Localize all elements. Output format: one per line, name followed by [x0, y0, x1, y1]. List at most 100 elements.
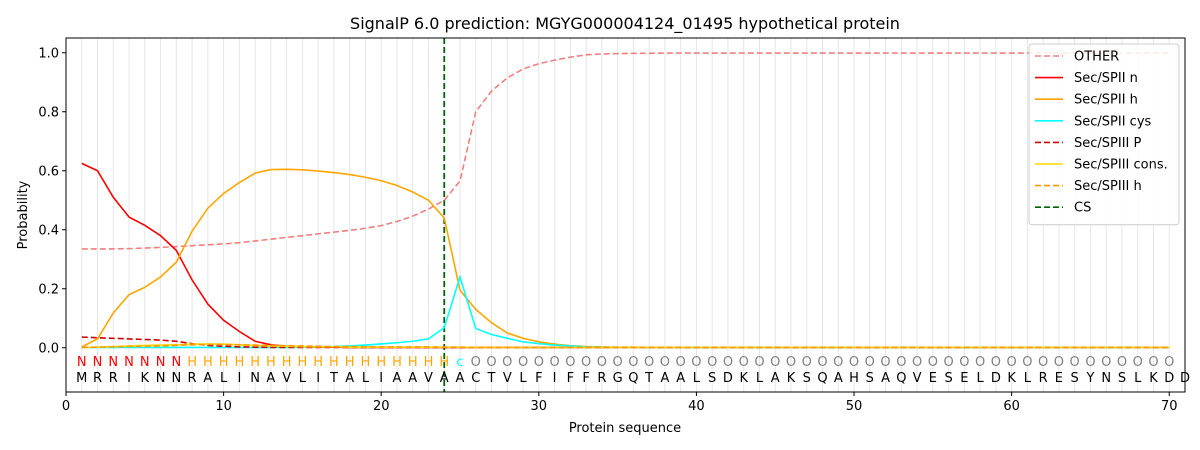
annotation-letter: H: [345, 355, 355, 370]
residue-letter: V: [913, 371, 922, 386]
annotation-letter: c: [456, 355, 463, 370]
residue-letter: R: [93, 371, 102, 386]
annotation-letter: O: [1022, 355, 1032, 370]
annotation-letter: H: [282, 355, 292, 370]
annotation-letter: H: [392, 355, 402, 370]
annotation-letter: O: [1054, 355, 1064, 370]
annotation-letter: O: [1133, 355, 1143, 370]
annotation-letter: H: [329, 355, 339, 370]
legend-box: [1028, 43, 1180, 226]
residue-letter: Y: [1085, 371, 1094, 386]
legend-label: OTHER: [1074, 50, 1119, 65]
annotation-letter: O: [471, 355, 481, 370]
annotation-letter: H: [298, 355, 308, 370]
residue-letter: M: [76, 371, 87, 386]
residue-letter: Q: [628, 371, 638, 386]
residue-letter: L: [1024, 371, 1032, 386]
series-line-sec-spii-cys: [81, 274, 1170, 349]
y-tick-label: 0.0: [38, 341, 59, 356]
annotation-letter: H: [313, 355, 323, 370]
residue-letter: K: [739, 371, 748, 386]
residue-letter: I: [379, 371, 383, 386]
x-tick-label: 20: [373, 399, 390, 414]
residue-letter: R: [597, 371, 606, 386]
residue-letter: K: [141, 371, 150, 386]
annotation-letter: O: [770, 355, 780, 370]
residue-letter: S: [708, 371, 716, 386]
residue-letter: S: [1118, 371, 1126, 386]
series-line-sec-spii-n: [81, 162, 1170, 349]
legend-label: CS: [1074, 201, 1091, 216]
y-tick-label: 0.4: [38, 223, 59, 238]
annotation-letter: O: [880, 355, 890, 370]
residue-letter: I: [553, 371, 557, 386]
annotation-letter: O: [1148, 355, 1158, 370]
residue-letter: F: [582, 371, 589, 386]
annotation-letter: H: [361, 355, 371, 370]
series-line-sec-spiii-p: [81, 336, 1170, 349]
annotation-letter: O: [565, 355, 575, 370]
residue-letter: A: [393, 371, 402, 386]
annotation-letter: N: [93, 355, 103, 370]
annotation-letter: O: [502, 355, 512, 370]
residue-letter: K: [1007, 371, 1016, 386]
series-line-sec-spiii-h: [81, 343, 1170, 349]
annotation-letter: O: [991, 355, 1001, 370]
series-line-sec-spii-h: [81, 168, 1170, 349]
residue-letter: L: [976, 371, 984, 386]
annotation-letter: O: [1085, 355, 1095, 370]
residue-letter: L: [693, 371, 701, 386]
residue-letter: A: [834, 371, 843, 386]
residue-letter: S: [803, 371, 811, 386]
annotation-letter: H: [187, 355, 197, 370]
annotation-letter: O: [691, 355, 701, 370]
residue-letter: A: [881, 371, 890, 386]
residue-letter: L: [220, 371, 228, 386]
residue-letter: V: [424, 371, 433, 386]
residue-letter: D: [1164, 371, 1174, 386]
annotation-letter: O: [676, 355, 686, 370]
residue-letter: N: [1101, 371, 1111, 386]
residue-letter: L: [1134, 371, 1142, 386]
annotation-letter: O: [865, 355, 875, 370]
residue-letter: L: [362, 371, 370, 386]
annotation-letter: O: [1101, 355, 1111, 370]
residue-letter: I: [316, 371, 320, 386]
residue-letter: H: [849, 371, 859, 386]
legend-label: Sec/SPII h: [1074, 93, 1138, 108]
annotation-letter: O: [833, 355, 843, 370]
y-tick-label: 0.6: [38, 164, 59, 179]
annotation-letter: O: [534, 355, 544, 370]
residue-letter: E: [929, 371, 937, 386]
annotation-letter: O: [1164, 355, 1174, 370]
annotation-letter: O: [912, 355, 922, 370]
y-axis: 0.0 0.2 0.4 0.6 0.8 1.0: [38, 46, 66, 356]
y-tick-label: 1.0: [38, 46, 59, 61]
annotation-letter: O: [754, 355, 764, 370]
residue-letter: A: [408, 371, 417, 386]
y-axis-label: Probability: [16, 180, 31, 249]
residue-letter: R: [109, 371, 118, 386]
annotation-letter: H: [408, 355, 418, 370]
annotation-letter: H: [376, 355, 386, 370]
annotation-letter: O: [549, 355, 559, 370]
annotation-letter: H: [219, 355, 229, 370]
x-tick-label: 50: [846, 399, 863, 414]
residue-letter: R: [1039, 371, 1048, 386]
annotation-letter: O: [660, 355, 670, 370]
annotation-letter: N: [77, 355, 87, 370]
residue-letter: A: [660, 371, 669, 386]
annotation-letter: O: [723, 355, 733, 370]
residue-letter: Q: [896, 371, 906, 386]
annotation-letter: O: [486, 355, 496, 370]
annotation-letter: H: [203, 355, 213, 370]
x-tick-label: 60: [1003, 399, 1020, 414]
annotation-letter: O: [817, 355, 827, 370]
x-tick-label: 0: [62, 399, 70, 414]
residue-letter: C: [471, 371, 480, 386]
annotation-letter: O: [1007, 355, 1017, 370]
residue-letter: I: [237, 371, 241, 386]
residue-letter: Q: [817, 371, 827, 386]
annotation-letter: O: [928, 355, 938, 370]
